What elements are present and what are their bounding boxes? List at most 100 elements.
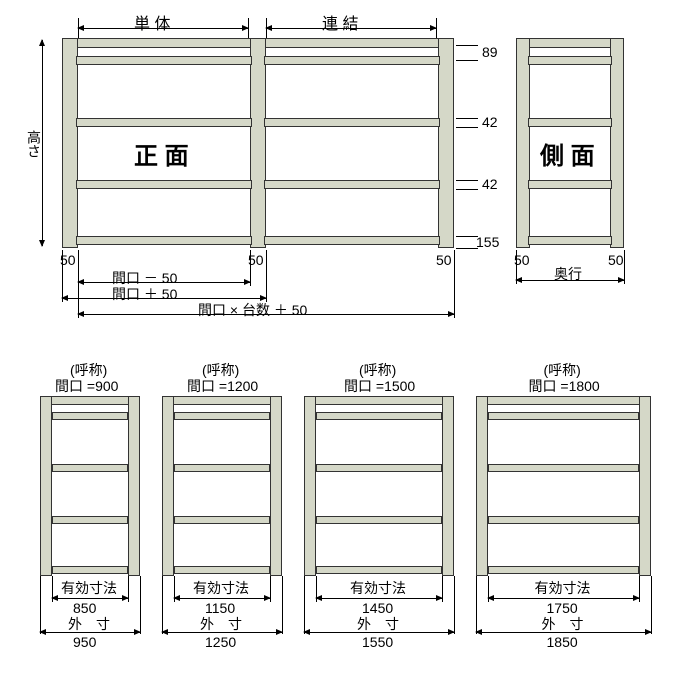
unit-post-left xyxy=(304,396,316,576)
effective-label: 有効寸法 xyxy=(193,578,249,598)
frontage-label: 間口 =1200 xyxy=(187,376,258,396)
front-shelf-b2 xyxy=(264,118,440,127)
depth-label: 奥行 xyxy=(554,264,582,284)
tick-r3a xyxy=(456,180,478,181)
tick-r2a xyxy=(456,118,478,119)
post-w-right: 50 xyxy=(436,252,452,268)
side-shelf-1 xyxy=(528,56,612,65)
tick-outer xyxy=(162,576,163,634)
unit-post-left xyxy=(40,396,52,576)
outer-value: 950 xyxy=(73,634,96,650)
dim-outer xyxy=(304,632,454,633)
front-shelf-b3 xyxy=(264,180,440,189)
unit-top-cap xyxy=(162,396,282,405)
unit-top-cap xyxy=(476,396,651,405)
side-shelf-2 xyxy=(528,118,612,127)
unit-shelf-3 xyxy=(52,566,128,574)
unit-shelf-1 xyxy=(174,464,270,472)
tick-r0 xyxy=(456,45,478,46)
effective-label: 有効寸法 xyxy=(61,578,117,598)
side-top-cap xyxy=(516,38,624,48)
unit-shelf-3 xyxy=(488,566,639,574)
unit-shelf-0 xyxy=(316,412,442,420)
outer-label: 外 寸 xyxy=(200,614,242,634)
height-label: 高さ xyxy=(24,130,44,158)
tick-t2 xyxy=(248,18,249,38)
unit-post-right xyxy=(442,396,454,576)
tick-r1 xyxy=(456,60,478,61)
side-label: 側 面 xyxy=(540,136,595,171)
dim-effective xyxy=(488,598,639,599)
joint-label: 連 結 xyxy=(322,10,358,34)
outer-label: 外 寸 xyxy=(68,614,110,634)
front-post-mid xyxy=(250,38,266,248)
dim-outer xyxy=(40,632,140,633)
unit-shelf-0 xyxy=(52,412,128,420)
formula-2: 間口 ＋ 50 xyxy=(112,284,177,304)
tick-outer xyxy=(476,576,477,634)
dim-effective xyxy=(174,598,270,599)
unit-shelf-1 xyxy=(316,464,442,472)
tick-outer xyxy=(304,576,305,634)
front-shelf-a1 xyxy=(76,56,252,65)
dim-outer xyxy=(476,632,651,633)
outer-label: 外 寸 xyxy=(542,614,584,634)
gap-mid1: 42 xyxy=(482,114,498,130)
side-post-r: 50 xyxy=(608,252,624,268)
unit-shelf-1 xyxy=(52,464,128,472)
effective-label: 有効寸法 xyxy=(350,578,406,598)
side-shelf-4 xyxy=(528,236,612,245)
tick-t4 xyxy=(436,18,437,38)
tick-outer xyxy=(651,576,652,634)
tick-r4a xyxy=(456,236,478,237)
outer-value: 1550 xyxy=(362,634,393,650)
tick-r2b xyxy=(456,127,478,128)
formula-3: 間口 × 台数 ＋ 50 xyxy=(198,300,307,320)
front-shelf-b1 xyxy=(264,56,440,65)
gap-bottom: 155 xyxy=(476,234,499,250)
side-post-left xyxy=(516,38,530,248)
front-post-right xyxy=(438,38,454,248)
front-shelf-b4 xyxy=(264,236,440,245)
unit-shelf-2 xyxy=(174,516,270,524)
tick-r4b xyxy=(456,248,478,249)
tick-r3b xyxy=(456,189,478,190)
unit-top-cap xyxy=(40,396,140,405)
unit-shelf-2 xyxy=(316,516,442,524)
outer-value: 1850 xyxy=(547,634,578,650)
tick-outer xyxy=(282,576,283,634)
unit-shelf-3 xyxy=(316,566,442,574)
tick-b3 xyxy=(454,250,455,318)
gap-top: 89 xyxy=(482,44,498,60)
unit-shelf-1 xyxy=(488,464,639,472)
tick-outer xyxy=(40,576,41,634)
single-label: 単 体 xyxy=(134,10,170,34)
outer-value: 1250 xyxy=(205,634,236,650)
side-post-right xyxy=(610,38,624,248)
tick-t1 xyxy=(78,18,79,38)
tick-t3 xyxy=(266,18,267,38)
unit-post-right xyxy=(639,396,651,576)
front-shelf-a3 xyxy=(76,180,252,189)
unit-shelf-2 xyxy=(488,516,639,524)
dim-effective xyxy=(52,598,128,599)
sizes-row: (呼称)間口 =900有効寸法850外 寸950(呼称)間口 =1200有効寸法… xyxy=(40,360,660,680)
gap-mid2: 42 xyxy=(482,176,498,192)
front-shelf-a4 xyxy=(76,236,252,245)
front-label: 正 面 xyxy=(134,136,189,171)
outer-label: 外 寸 xyxy=(357,614,399,634)
unit-post-right xyxy=(270,396,282,576)
side-shelf-3 xyxy=(528,180,612,189)
unit-shelf-2 xyxy=(52,516,128,524)
unit-shelf-0 xyxy=(488,412,639,420)
frontage-label: 間口 =1500 xyxy=(344,376,415,396)
unit-post-left xyxy=(476,396,488,576)
dim-effective xyxy=(316,598,442,599)
unit-shelf-3 xyxy=(174,566,270,574)
unit-post-left xyxy=(162,396,174,576)
dim-outer xyxy=(162,632,282,633)
unit-shelf-0 xyxy=(174,412,270,420)
unit-top-cap xyxy=(304,396,454,405)
frontage-label: 間口 =900 xyxy=(55,376,118,396)
front-shelf-a2 xyxy=(76,118,252,127)
